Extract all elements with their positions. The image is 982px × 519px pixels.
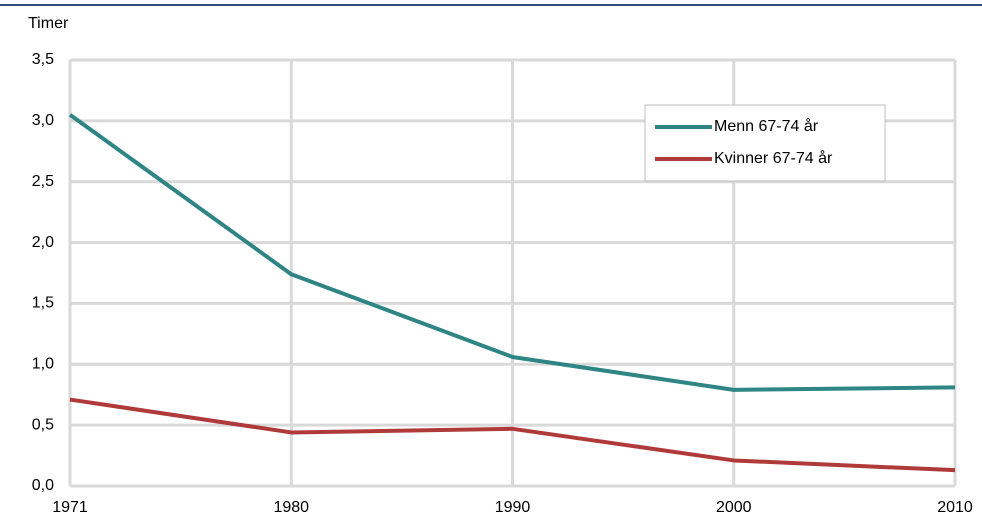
legend-label: Kvinner 67-74 år	[714, 149, 833, 167]
legend-box	[644, 104, 886, 182]
x-tick-label: 1990	[495, 499, 531, 516]
x-tick-label: 1980	[273, 499, 309, 516]
y-tick-label: 1,0	[32, 356, 54, 373]
legend-label: Menn 67-74 år	[714, 117, 819, 135]
x-tick-label: 1971	[52, 499, 88, 516]
y-tick-label: 3,0	[32, 112, 54, 129]
y-tick-label: 1,5	[32, 295, 54, 312]
x-tick-label: 2010	[937, 499, 973, 516]
line-series	[69, 397, 956, 473]
x-tick-label: 2000	[716, 499, 752, 516]
y-tick-label: 0,5	[32, 416, 54, 433]
y-tick-label: 2,5	[32, 173, 54, 190]
y-tick-label: 0,0	[32, 477, 54, 494]
y-tick-label: 3,5	[32, 51, 54, 68]
y-tick-label: 2,0	[32, 234, 54, 251]
line-series	[68, 113, 956, 392]
y-axis-label: Timer	[28, 15, 69, 32]
